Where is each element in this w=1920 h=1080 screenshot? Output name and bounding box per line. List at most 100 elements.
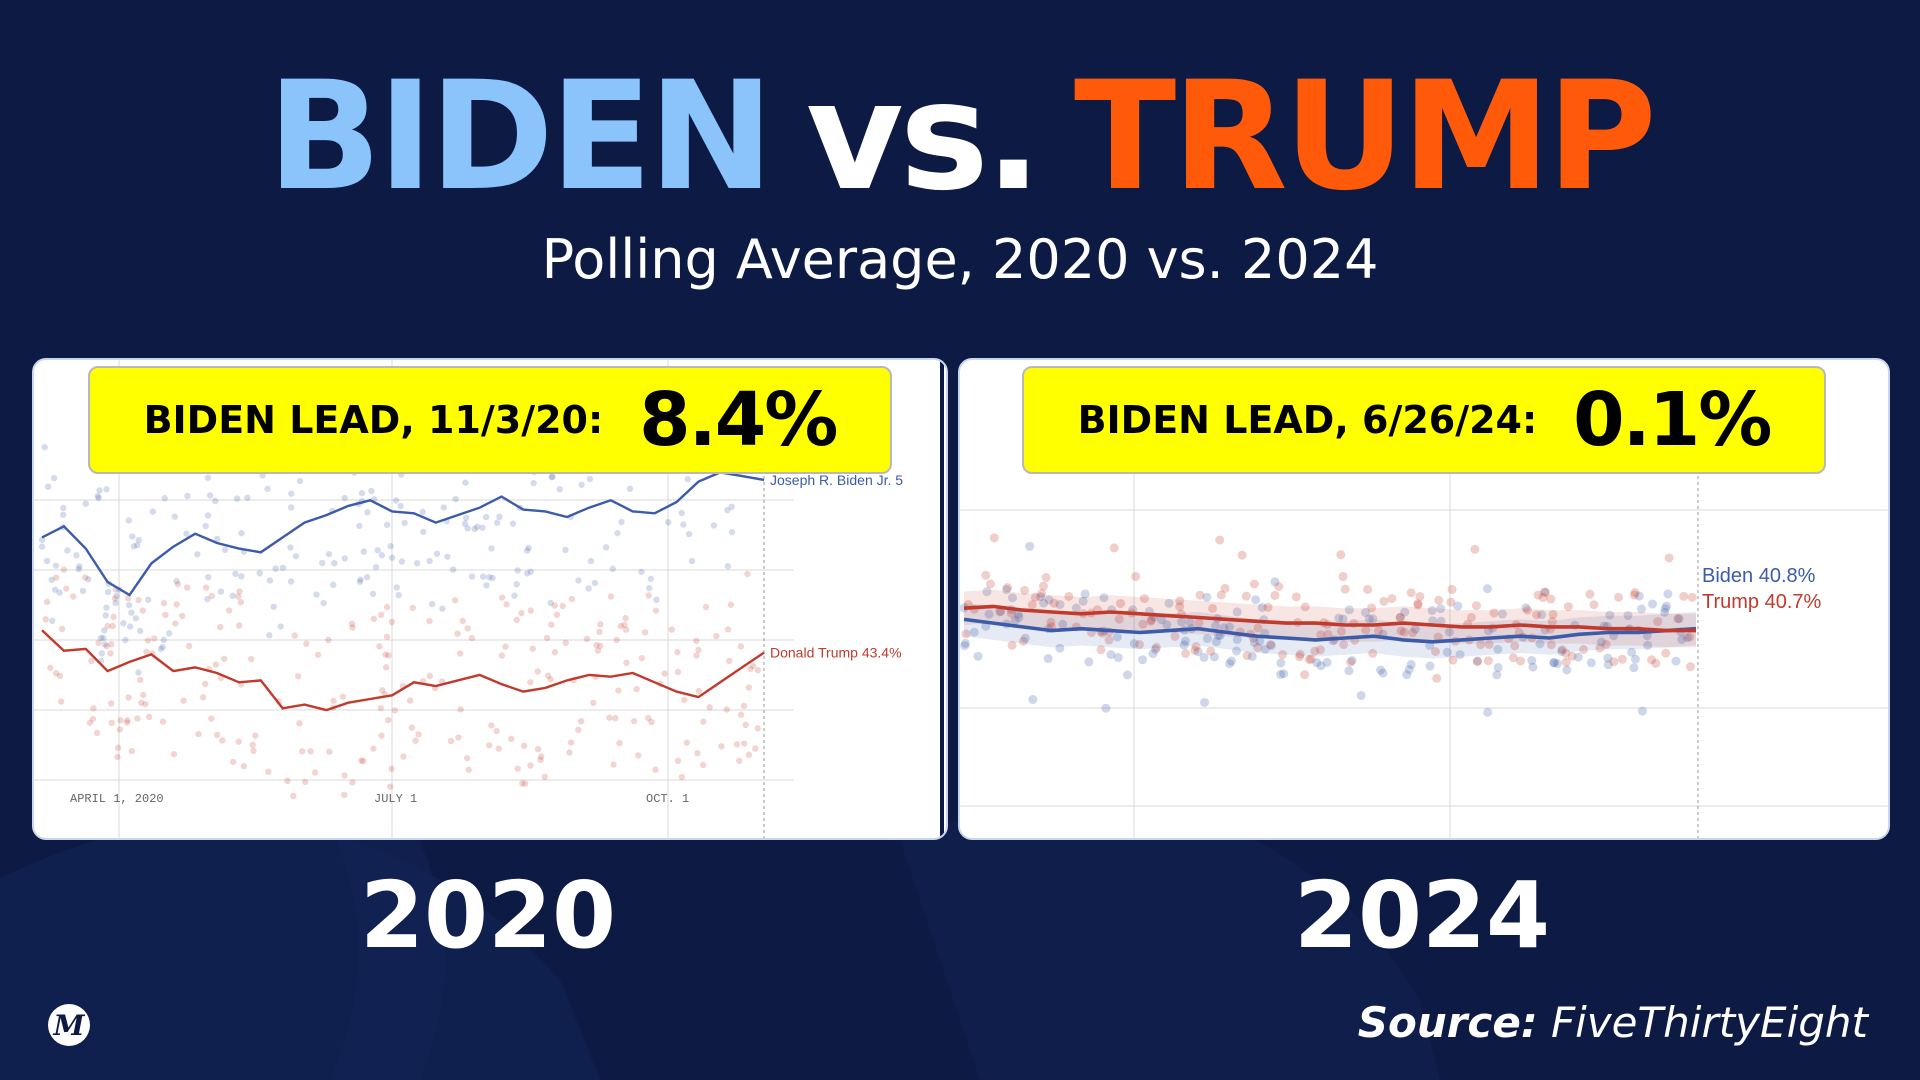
poll-dot	[378, 552, 386, 559]
poll-dot	[1055, 643, 1065, 653]
poll-dot	[674, 757, 682, 765]
poll-dot	[244, 494, 251, 501]
poll-dot	[444, 553, 451, 560]
poll-dot	[392, 497, 400, 504]
poll-dot	[1395, 612, 1405, 622]
poll-dot	[217, 623, 224, 631]
poll-dot	[48, 576, 55, 583]
poll-dot	[1253, 643, 1263, 653]
poll-dot	[1586, 658, 1596, 668]
poll-dot	[1312, 658, 1322, 668]
poll-dot	[1025, 541, 1035, 551]
poll-dot	[1629, 663, 1639, 673]
poll-dot	[331, 559, 338, 567]
poll-dot	[567, 739, 575, 746]
poll-dot	[1629, 590, 1639, 600]
poll-dot	[1363, 584, 1373, 594]
poll-dot	[1434, 595, 1444, 605]
poll-dot	[754, 667, 762, 674]
subtitle: Polling Average, 2020 vs. 2024	[541, 228, 1379, 291]
poll-dot	[1685, 662, 1695, 672]
poll-dot	[172, 620, 179, 627]
poll-dot	[212, 497, 219, 505]
poll-dot	[1202, 592, 1212, 602]
poll-dot	[1080, 589, 1090, 599]
poll-dot	[609, 565, 616, 572]
poll-dot	[51, 586, 59, 593]
poll-dot	[1596, 637, 1606, 647]
poll-dot	[199, 694, 207, 701]
poll-dot	[180, 697, 187, 704]
poll-dot	[413, 559, 421, 567]
poll-dot	[1180, 636, 1190, 646]
poll-dot	[349, 624, 356, 631]
poll-dot	[1614, 592, 1624, 602]
poll-dot	[1039, 598, 1049, 608]
poll-dot	[1673, 614, 1683, 624]
poll-dot	[229, 592, 236, 600]
poll-dot	[225, 607, 233, 614]
poll-dot	[195, 730, 202, 738]
poll-dot	[122, 636, 129, 644]
poll-dot	[301, 778, 309, 786]
poll-dot	[1106, 650, 1116, 660]
uncertainty-band-biden	[964, 602, 1696, 659]
poll-dot	[973, 651, 983, 661]
poll-dot	[1036, 592, 1046, 602]
poll-dot	[468, 573, 476, 580]
poll-dot	[296, 477, 304, 485]
poll-dot	[482, 513, 490, 521]
poll-dot	[1138, 619, 1148, 629]
poll-dot	[1270, 577, 1280, 587]
poll-dot	[419, 508, 426, 516]
poll-dot	[527, 607, 534, 614]
poll-dot	[1395, 612, 1405, 622]
poll-dot	[1557, 645, 1567, 655]
poll-dot	[1020, 585, 1030, 595]
poll-dot	[171, 513, 178, 520]
poll-dot	[1191, 642, 1201, 652]
poll-dot	[1044, 595, 1054, 605]
poll-dot	[44, 483, 52, 490]
poll-dot	[1660, 604, 1670, 614]
poll-dot	[503, 601, 510, 608]
poll-dot	[702, 603, 710, 611]
poll-dot	[1446, 597, 1456, 607]
poll-dot	[597, 642, 604, 650]
poll-dot	[204, 595, 211, 603]
poll-dot	[109, 622, 116, 630]
poll-dot	[1368, 614, 1378, 624]
poll-dot	[374, 547, 381, 554]
poll-dot	[645, 714, 652, 722]
poll-dot	[217, 588, 225, 595]
poll-dot	[455, 734, 462, 741]
poll-dot	[358, 489, 366, 497]
poll-dot	[1150, 644, 1160, 654]
poll-dot	[1627, 647, 1637, 657]
poll-dot	[493, 727, 500, 735]
poll-dot	[125, 601, 133, 609]
poll-dot	[1084, 657, 1094, 667]
poll-dot	[1585, 589, 1595, 599]
poll-dot	[232, 570, 239, 578]
poll-dot	[358, 757, 365, 764]
poll-dot	[376, 643, 383, 650]
poll-dot	[1338, 614, 1348, 624]
poll-dot	[160, 636, 167, 644]
lead-box-2024: BIDEN LEAD, 6/26/24: 0.1%	[1022, 366, 1826, 474]
poll-dot	[1008, 593, 1018, 603]
poll-dot	[1295, 652, 1305, 662]
poll-dot	[1257, 602, 1267, 612]
poll-dot	[537, 756, 544, 764]
poll-dot	[1315, 645, 1325, 655]
poll-dot	[56, 589, 63, 596]
poll-dot	[1603, 653, 1613, 663]
series-label-biden: Biden 40.8%	[1702, 565, 1816, 587]
poll-dot	[1473, 656, 1483, 666]
poll-dot	[194, 551, 201, 558]
poll-dot	[103, 604, 110, 611]
poll-dot	[356, 522, 363, 530]
poll-dot	[1484, 639, 1494, 649]
poll-dot	[724, 506, 731, 514]
poll-dot	[220, 655, 228, 663]
